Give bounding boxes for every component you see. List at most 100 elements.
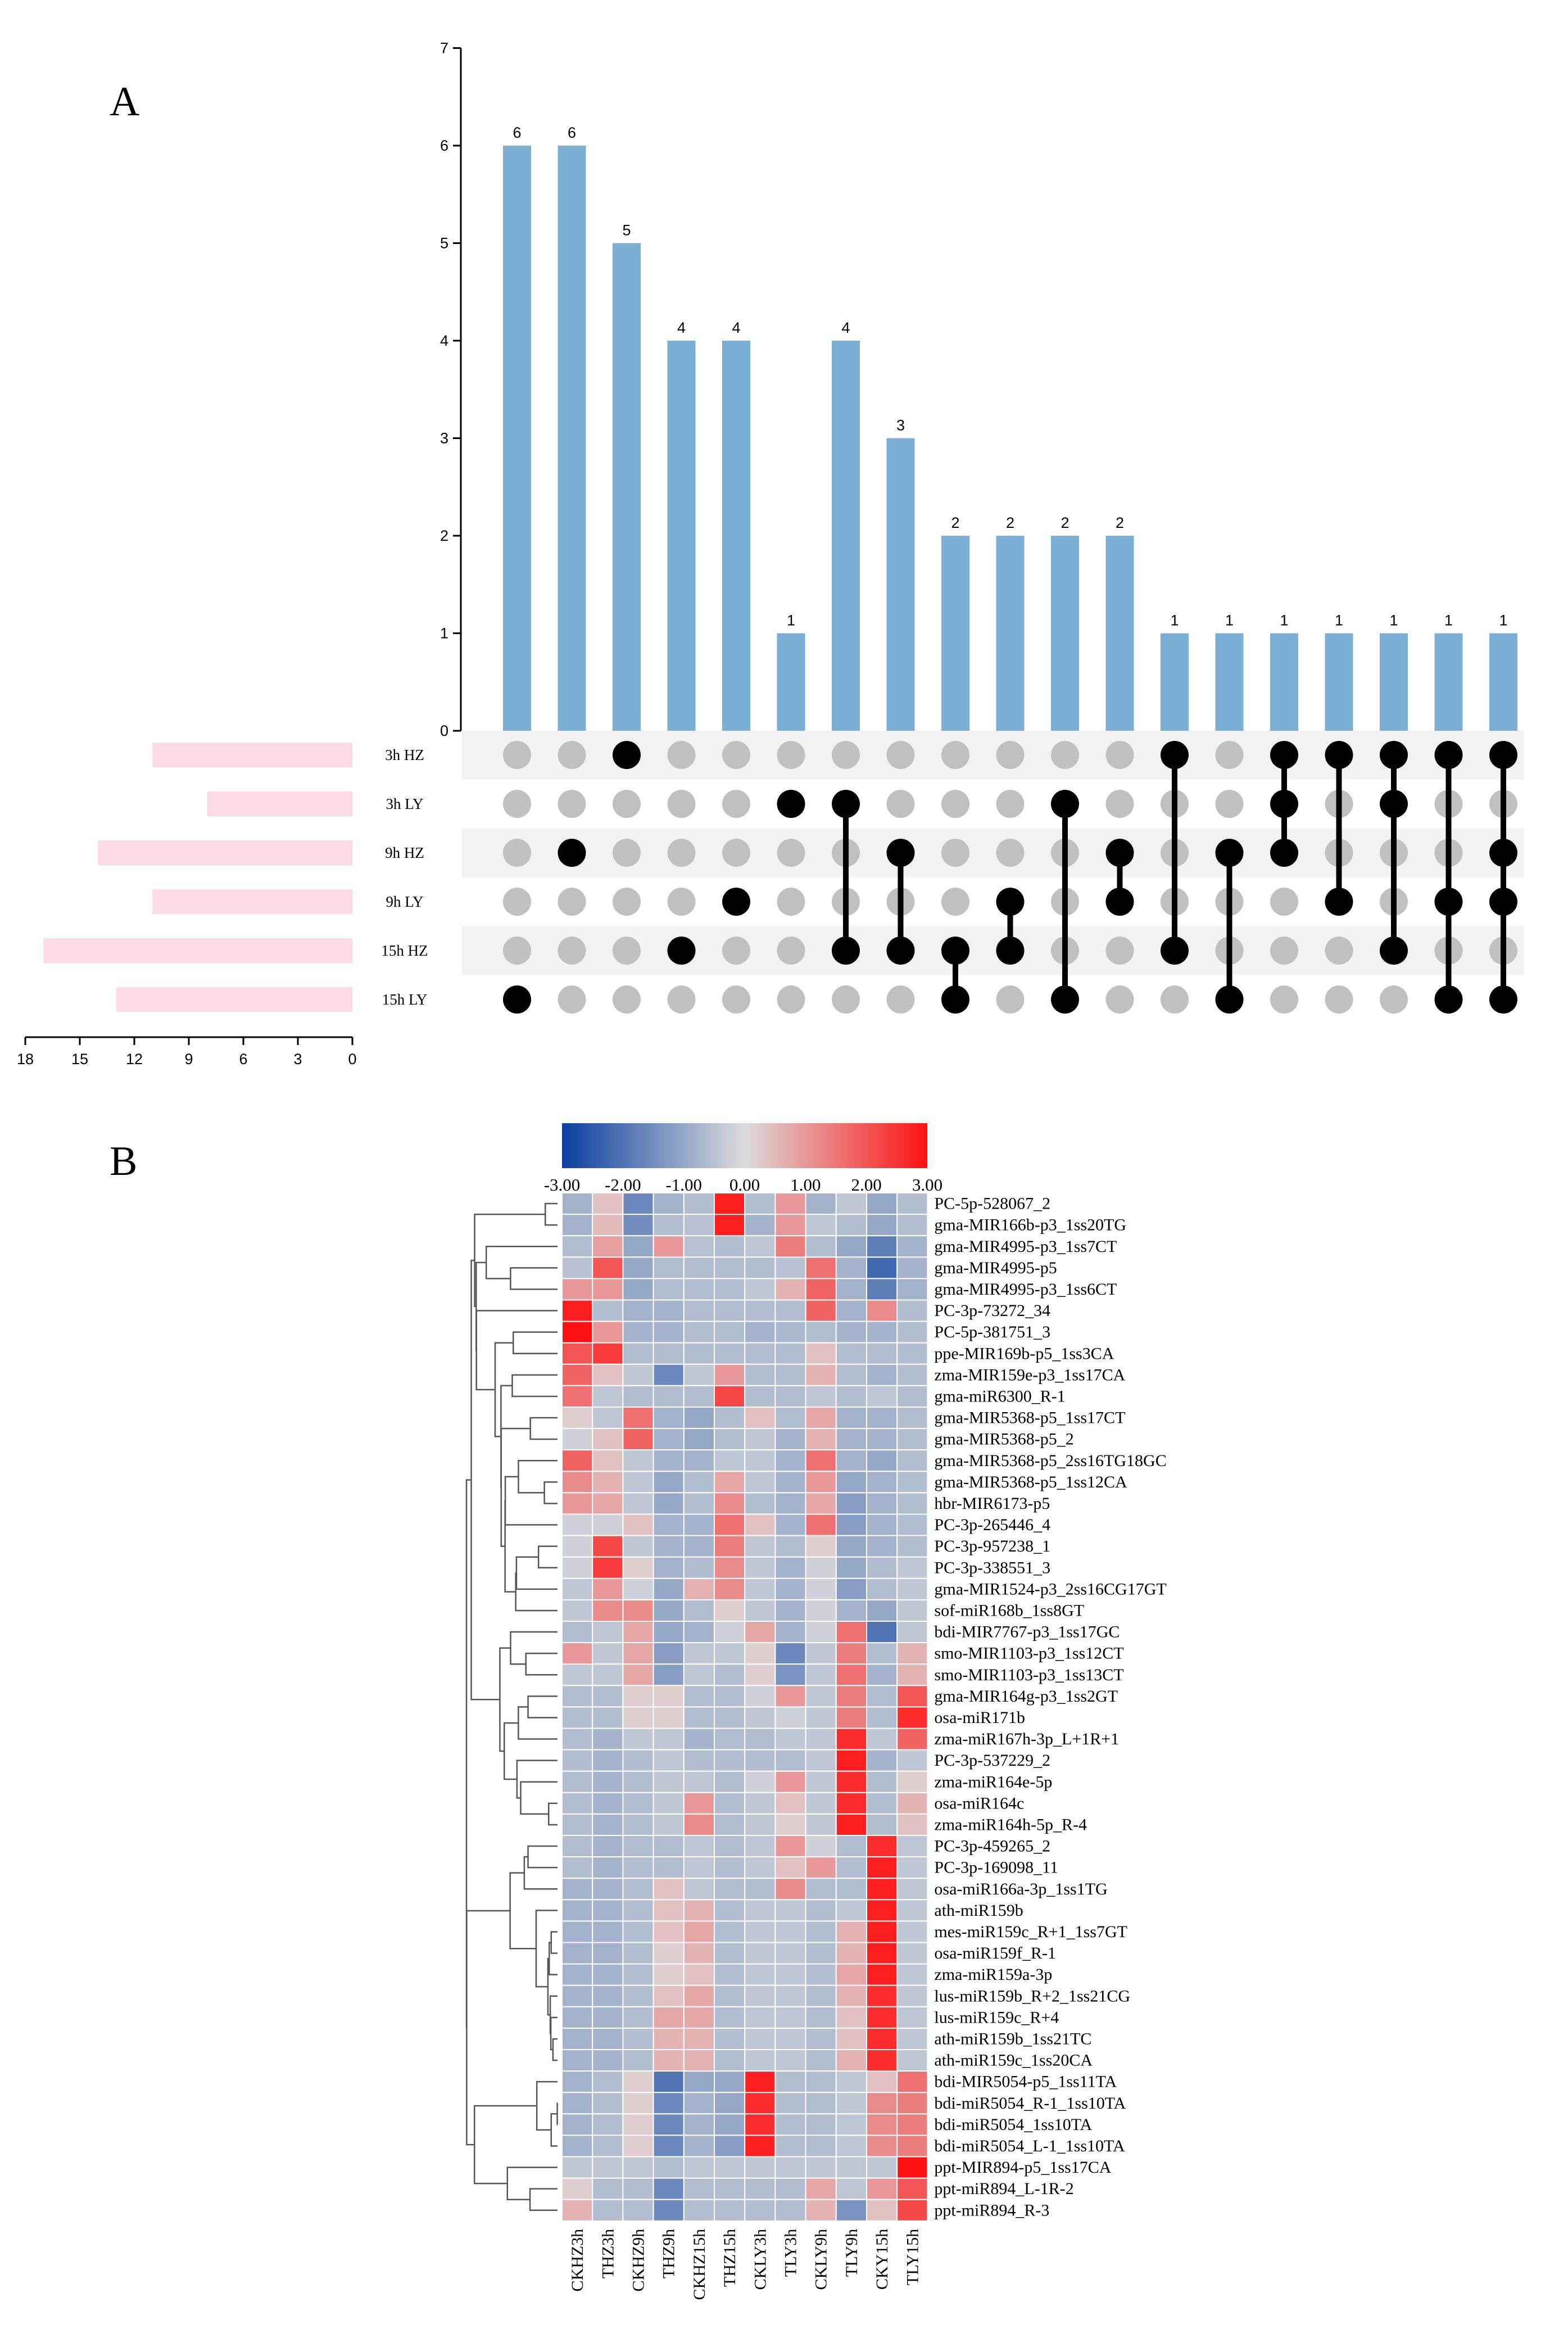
heatmap-cell <box>805 1577 837 1600</box>
heatmap-cell <box>592 1513 624 1536</box>
heatmap-cell <box>652 1385 685 1408</box>
set-size-tick-label: 15 <box>71 1051 88 1068</box>
heatmap-cell <box>774 1256 806 1279</box>
heatmap-cell <box>622 1642 654 1665</box>
heatmap-cell <box>683 1599 715 1622</box>
heatmap-cell <box>774 2199 806 2222</box>
heatmap-cell <box>714 1835 746 1858</box>
membership-dot-off <box>777 937 805 965</box>
heatmap-cell <box>866 1942 898 1965</box>
heatmap-cell <box>683 1813 715 1836</box>
heatmap-cell <box>774 1856 806 1879</box>
heatmap-cell <box>744 1492 776 1515</box>
heatmap-cell <box>561 2156 593 2179</box>
heatmap-cell <box>652 2199 685 2222</box>
heatmap-cell <box>714 1256 746 1279</box>
intersection-bars: 6 6 5 4 4 1 4 3 2 2 2 2 1 1 1 1 1 1 1 <box>503 124 1517 731</box>
dendrogram-branch <box>527 1845 558 1869</box>
intersection-value-label: 1 <box>1335 612 1343 629</box>
column-label: CKHZ9h <box>629 2229 648 2292</box>
membership-dot-on <box>832 937 860 965</box>
row-label: zma-miR164e-5p <box>934 1772 1052 1791</box>
heatmap-cell <box>866 1320 898 1344</box>
heatmap-cell <box>805 2156 837 2179</box>
heatmap-cell <box>805 1214 837 1237</box>
row-label: smo-MIR1103-p3_1ss13CT <box>934 1666 1123 1684</box>
dendrogram-branch <box>504 1500 516 1593</box>
dendrogram-branch <box>520 1781 558 1815</box>
intersection-value-label: 1 <box>1170 612 1179 629</box>
membership-dot-off <box>886 741 915 769</box>
heatmap-cell <box>592 1792 624 1815</box>
heatmap-cell <box>866 1235 898 1258</box>
membership-dot-off <box>722 985 750 1014</box>
row-label: gma-MIR5368-p5_2ss16TG18GC <box>934 1451 1166 1470</box>
heatmap-cell <box>683 1770 715 1793</box>
row-label: PC-3p-957238_1 <box>934 1537 1050 1555</box>
heatmap-cell <box>774 1663 806 1686</box>
heatmap-cell <box>622 1599 654 1622</box>
membership-matrix <box>503 741 1517 1014</box>
heatmap-cell <box>866 1899 898 1922</box>
heatmap-cell <box>683 1749 715 1772</box>
heatmap-cell <box>744 1963 776 1986</box>
heatmap-cell <box>835 1856 868 1879</box>
set-size-bar <box>98 840 353 865</box>
heatmap-cell <box>622 2092 654 2115</box>
heatmap-cell <box>744 1535 776 1558</box>
row-label: gma-MIR5368-p5_2 <box>934 1430 1073 1449</box>
heatmap-cell <box>561 1235 593 1258</box>
membership-dot-off <box>777 888 805 916</box>
intersection-value-label: 1 <box>1280 612 1288 629</box>
heatmap-cell <box>835 1535 868 1558</box>
heatmap-cell <box>683 1577 715 1600</box>
heatmap-cell <box>835 2199 868 2222</box>
heatmap-cell <box>896 2113 928 2136</box>
heatmap-cell <box>561 1471 593 1494</box>
membership-dot-off <box>996 741 1025 769</box>
dendrogram-branch <box>475 1310 558 1391</box>
dendrogram-branch <box>529 2188 558 2211</box>
heatmap-cell <box>896 1856 928 1879</box>
heatmap-cell <box>774 1835 806 1858</box>
heatmap-cell <box>805 2177 837 2200</box>
heatmap-cell <box>622 1471 654 1494</box>
heatmap-cell <box>805 1363 837 1386</box>
row-label: PC-3p-338551_3 <box>934 1558 1050 1577</box>
heatmap-cell <box>561 1214 593 1237</box>
heatmap-cell <box>561 1320 593 1344</box>
heatmap-cell <box>866 1663 898 1686</box>
heatmap-cell <box>896 1235 928 1258</box>
heatmap-cell <box>896 1942 928 1965</box>
heatmap-cell <box>683 1428 715 1451</box>
membership-dot-off <box>1051 741 1079 769</box>
row-label: ppt-MIR894-p5_1ss17CA <box>934 2158 1111 2177</box>
heatmap-cell <box>896 1449 928 1472</box>
membership-dot-on <box>777 790 805 818</box>
heatmap-cell <box>622 1577 654 1600</box>
row-label: bdi-MIR7767-p3_1ss17GC <box>934 1623 1120 1641</box>
heatmap-cell <box>714 2177 746 2200</box>
heatmap-cell <box>652 1899 685 1922</box>
heatmap-cell <box>622 2006 654 2029</box>
membership-dot-off <box>832 741 860 769</box>
heatmap-cell <box>714 1449 746 1472</box>
heatmap-cell <box>622 1706 654 1729</box>
membership-dot-on <box>941 985 969 1014</box>
membership-dot-on <box>1161 937 1189 965</box>
heatmap-cell <box>714 1385 746 1408</box>
membership-dot-on <box>1380 741 1408 769</box>
heatmap-cell <box>561 2199 593 2222</box>
membership-dot-off <box>613 985 641 1014</box>
heatmap-cell <box>805 1984 837 2007</box>
heatmap-cell <box>561 1878 593 1901</box>
heatmap-cell <box>714 1663 746 1686</box>
heatmap-cell <box>652 1471 685 1494</box>
heatmap-cell <box>652 1792 685 1815</box>
heatmap-cell <box>561 1621 593 1644</box>
heatmap-cell <box>561 1727 593 1751</box>
membership-dot-on <box>1489 985 1517 1014</box>
heatmap-cell <box>622 1920 654 1943</box>
membership-dot-on <box>1051 985 1079 1014</box>
heatmap-cell <box>683 1385 715 1408</box>
